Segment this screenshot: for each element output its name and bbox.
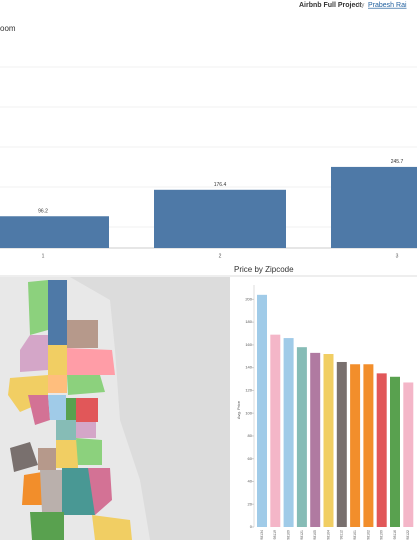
bar bbox=[336, 361, 347, 527]
x-tick-label: 1 bbox=[42, 253, 45, 259]
author-link[interactable]: Prabesh Rai bbox=[368, 2, 407, 9]
x-tick-label: 98104 bbox=[326, 530, 330, 540]
bar bbox=[323, 354, 334, 527]
x-tick-label: 98119 bbox=[273, 530, 277, 540]
x-tick-label: 98105 bbox=[313, 530, 317, 540]
x-tick-label: 98122 bbox=[406, 530, 410, 540]
x-tick-label: 98112 bbox=[340, 530, 344, 540]
bar bbox=[350, 364, 361, 527]
y-axis-label: Avg. Price bbox=[236, 400, 241, 419]
bar bbox=[390, 376, 400, 527]
map bbox=[0, 277, 230, 540]
x-tick-label: 98116 bbox=[393, 530, 397, 540]
bar bbox=[154, 189, 286, 248]
chart-title: oom bbox=[0, 24, 16, 33]
y-tick-label: 60 bbox=[248, 456, 253, 461]
y-tick-label: 180 bbox=[245, 319, 252, 324]
y-tick-label: 100 bbox=[245, 410, 252, 415]
bar bbox=[376, 373, 387, 527]
bar bbox=[257, 294, 267, 527]
x-tick-label: 98134 bbox=[260, 530, 264, 540]
value-label: 245.7 bbox=[391, 159, 404, 165]
bar bbox=[310, 352, 321, 527]
y-tick-label: 80 bbox=[248, 433, 253, 438]
x-tick-label: 98109 bbox=[287, 530, 291, 540]
by-text: by bbox=[358, 3, 364, 9]
x-tick-label: 98101 bbox=[353, 530, 357, 540]
x-tick-label: 98199 bbox=[380, 530, 384, 540]
bar bbox=[363, 364, 374, 527]
project-title: Airbnb Full Project bbox=[299, 2, 362, 9]
y-tick-label: 140 bbox=[245, 365, 252, 370]
x-tick-label: 2 bbox=[219, 253, 222, 259]
bar bbox=[296, 347, 307, 527]
y-tick-label: 200 bbox=[245, 296, 252, 301]
x-tick-label: 98102 bbox=[366, 530, 370, 540]
bar bbox=[403, 382, 414, 527]
bar bbox=[0, 216, 109, 248]
bar bbox=[270, 334, 281, 527]
bar bbox=[283, 338, 294, 527]
value-label: 96.2 bbox=[38, 209, 48, 215]
y-tick-label: 160 bbox=[245, 342, 252, 347]
y-tick-label: 20 bbox=[248, 501, 253, 506]
value-label: 176.4 bbox=[214, 182, 227, 188]
y-tick-label: 120 bbox=[245, 387, 252, 392]
y-tick-label: 0 bbox=[250, 524, 253, 529]
y-tick-label: 40 bbox=[248, 479, 253, 484]
chart-title: Price by Zipcode bbox=[234, 265, 294, 274]
bar bbox=[331, 166, 417, 248]
x-tick-label: 98121 bbox=[300, 530, 304, 540]
x-tick-label: 3 bbox=[396, 253, 399, 259]
